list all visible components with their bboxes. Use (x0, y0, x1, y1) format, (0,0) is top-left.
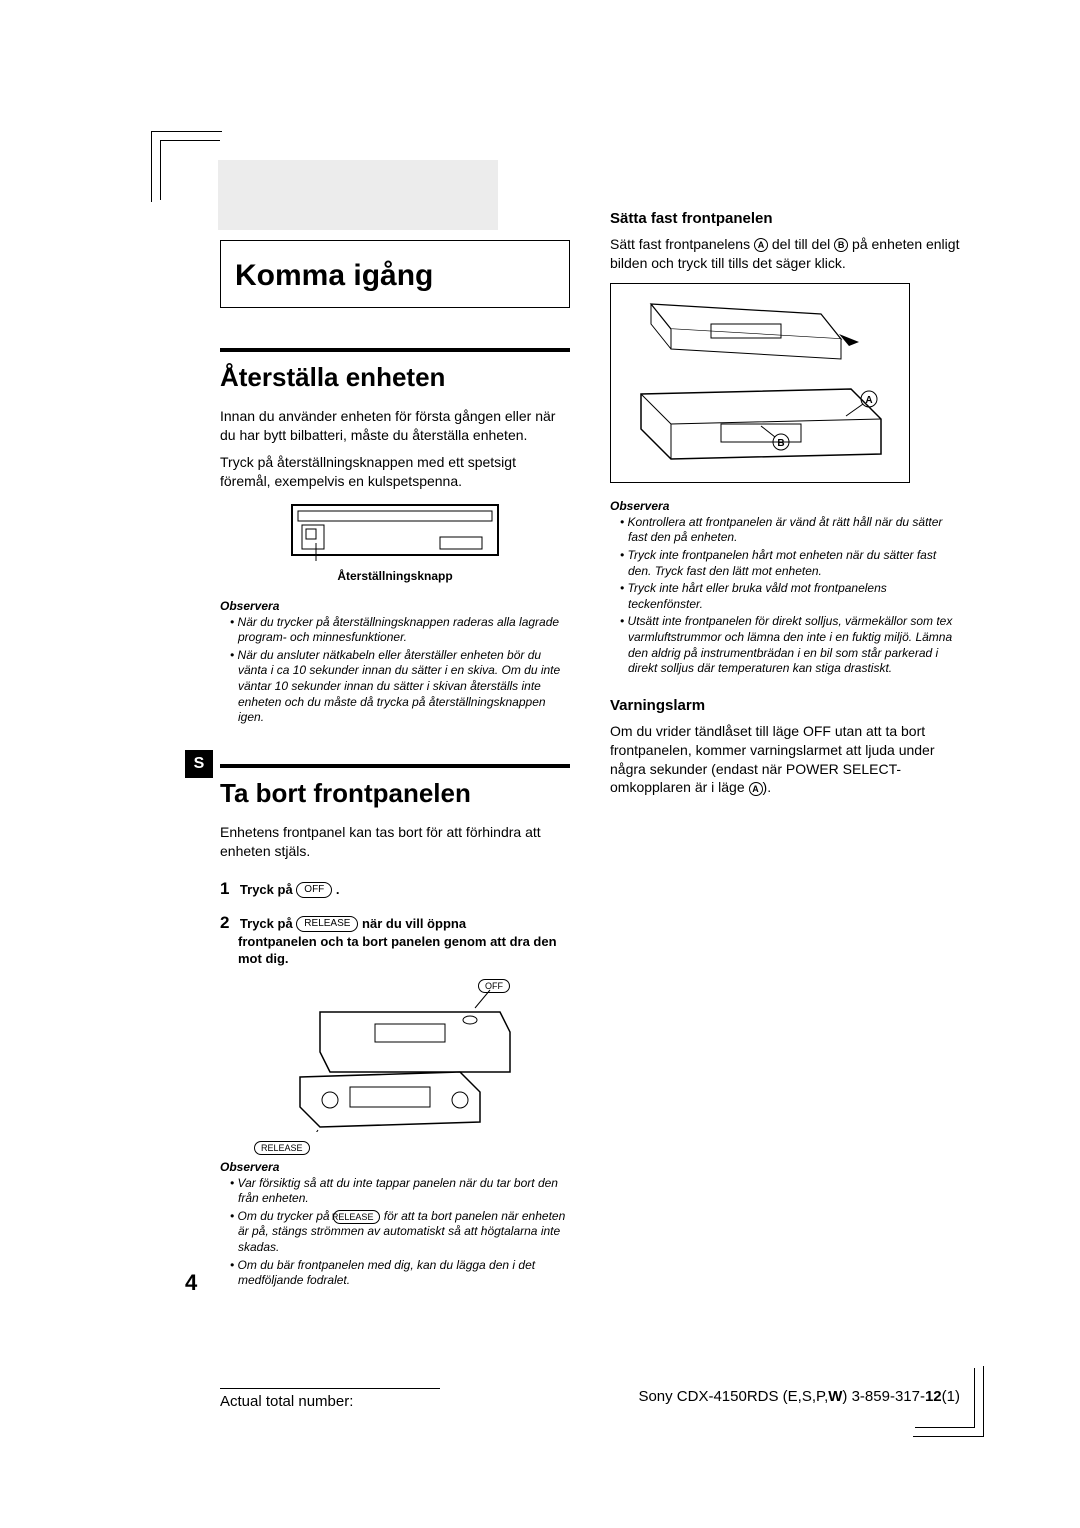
step-2-cont: frontpanelen och ta bort panelen genom a… (220, 933, 570, 968)
heading-attach: Sätta fast frontpanelen (610, 210, 960, 227)
section-title-box: Komma igång (220, 240, 570, 308)
obs-head-remove: Observera (220, 1160, 570, 1174)
attach-diagram: A B (610, 283, 910, 483)
obs-remove-1: Var försiktig så att du inte tappar pane… (230, 1176, 570, 1207)
heading-alarm: Varningslarm (610, 697, 960, 714)
obs-attach-2: Tryck inte frontpanelen hårt mot enheten… (620, 548, 960, 579)
obs-remove-2: Om du trycker på RELEASE för att ta bort… (230, 1209, 570, 1256)
side-tab-s: S (185, 750, 213, 778)
obs-reset-2: När du ansluter nätkabeln eller återstäl… (230, 648, 570, 726)
obs-reset-1: När du trycker på återställningsknappen … (230, 615, 570, 646)
step-2-num: 2 (220, 913, 229, 933)
step-1: 1 Tryck på OFF . (220, 879, 570, 899)
letter-a-alarm: A (749, 782, 763, 796)
reset-para-1: Innan du använder enheten för första gån… (220, 407, 570, 445)
header-gray-box (218, 160, 498, 230)
obs-list-reset: När du trycker på återställningsknappen … (220, 615, 570, 726)
obs-list-attach: Kontrollera att frontpanelen är vänd åt … (610, 515, 960, 677)
reset-para-2: Tryck på återställningsknappen med ett s… (220, 453, 570, 491)
rule-reset (220, 348, 570, 352)
obs-attach-4: Utsätt inte frontpanelen för direkt soll… (620, 614, 960, 676)
section-title: Komma igång (235, 259, 555, 293)
step-2-text: Tryck på RELEASE när du vill öppna (240, 916, 466, 931)
svg-text:B: B (777, 438, 784, 449)
remove-diagram: OFF RELEASE (280, 982, 520, 1152)
heading-remove: Ta bort frontpanelen (220, 778, 570, 809)
rule-remove (220, 764, 570, 768)
obs-attach-1: Kontrollera att frontpanelen är vänd åt … (620, 515, 960, 546)
alarm-a: Om du vrider tändlåset till läge OFF uta… (610, 723, 935, 796)
letter-b-inline: B (834, 238, 848, 252)
release-label: RELEASE (254, 1141, 310, 1155)
step1-a: Tryck på (240, 882, 296, 897)
heading-reset: Återställa enheten (220, 362, 570, 393)
fr-a: Sony CDX-4150RDS (E,S,P, (638, 1388, 828, 1405)
release-pill-inline: RELEASE (333, 1210, 381, 1224)
reset-diagram (290, 503, 500, 563)
step2-a: Tryck på (240, 916, 296, 931)
step1-b: . (332, 882, 339, 897)
letter-a-inline: A (754, 238, 768, 252)
right-column: Sätta fast frontpanelen Sätt fast frontp… (610, 210, 960, 1291)
alarm-b: ). (763, 779, 772, 795)
page-number: 4 (185, 1270, 197, 1296)
fr-b: W (828, 1388, 842, 1405)
footer-left: Actual total number: (220, 1388, 440, 1410)
obs-list-remove: Var försiktig så att du inte tappar pane… (220, 1176, 570, 1289)
svg-text:A: A (865, 395, 872, 406)
fr-d: 12 (925, 1388, 942, 1405)
obs-remove-3: Om du bär frontpanelen med dig, kan du l… (230, 1258, 570, 1289)
alarm-para: Om du vrider tändlåset till läge OFF uta… (610, 722, 960, 798)
footer-right: Sony CDX-4150RDS (E,S,P,W) 3-859-317-12(… (638, 1388, 960, 1410)
attach-para: Sätt fast frontpanelens A del till del B… (610, 235, 960, 273)
crop-mark-tl (160, 140, 220, 200)
obs-head-reset: Observera (220, 599, 570, 613)
off-button-label: OFF (296, 882, 332, 898)
obs-head-attach: Observera (610, 499, 960, 513)
attach-b: del till del (768, 236, 834, 252)
obs-attach-3: Tryck inte hårt eller bruka våld mot fro… (620, 581, 960, 612)
release-button-label: RELEASE (296, 916, 358, 932)
fr-c: ) 3-859-317- (842, 1388, 925, 1405)
remove-para: Enhetens frontpanel kan tas bort för att… (220, 823, 570, 861)
fr-e: (1) (942, 1388, 960, 1405)
off-label: OFF (478, 979, 510, 993)
attach-a: Sätt fast frontpanelens (610, 236, 754, 252)
step-1-num: 1 (220, 879, 229, 899)
left-column: Komma igång Återställa enheten Innan du … (220, 210, 570, 1291)
obs-r2a: Om du trycker på (238, 1209, 333, 1223)
step-1-text: Tryck på OFF . (240, 882, 340, 897)
step-2: 2 Tryck på RELEASE när du vill öppna fro… (220, 913, 570, 968)
reset-caption: Återställningsknapp (220, 569, 570, 583)
footer: Actual total number: Sony CDX-4150RDS (E… (220, 1388, 960, 1410)
step2-b: när du vill öppna (358, 916, 466, 931)
